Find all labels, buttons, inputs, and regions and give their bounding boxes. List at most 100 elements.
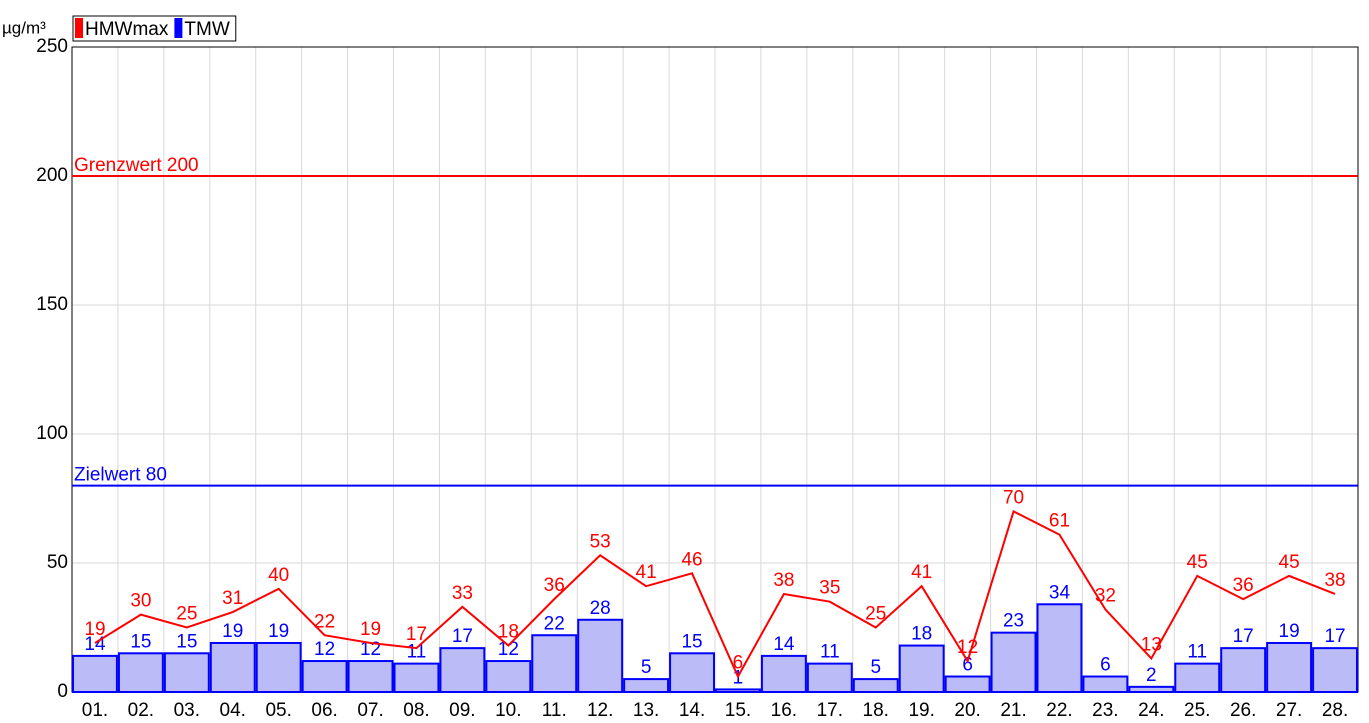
bar <box>1082 675 1129 694</box>
line-value-label: 33 <box>452 583 473 604</box>
line-value-label: 45 <box>1187 552 1208 573</box>
bar <box>1174 662 1221 693</box>
line-value-label: 31 <box>222 588 243 609</box>
plot-frame <box>71 46 1359 693</box>
line-value-label: 13 <box>1141 634 1162 655</box>
bar-value-label: 2 <box>1146 665 1157 686</box>
x-tick-label: 12. <box>587 700 613 721</box>
bar <box>898 644 945 693</box>
line-value-label: 46 <box>681 549 702 570</box>
x-tick-label: 08. <box>403 700 429 721</box>
bar <box>1266 641 1313 693</box>
bar-value-label: 18 <box>911 624 932 645</box>
bar-value-label: 23 <box>1003 611 1024 632</box>
bar <box>1312 647 1358 694</box>
bar <box>485 660 532 693</box>
bar-value-label: 17 <box>1233 626 1254 647</box>
x-tick-label: 01. <box>82 700 108 721</box>
x-tick-label: 20. <box>954 700 980 721</box>
line-value-label: 61 <box>1049 511 1070 532</box>
bar <box>72 654 118 694</box>
x-tick-label: 10. <box>495 700 521 721</box>
line-value-label: 38 <box>773 570 794 591</box>
line-value-label: 36 <box>1233 575 1254 596</box>
line-value-label: 12 <box>957 637 978 658</box>
x-tick-label: 09. <box>449 700 475 721</box>
x-tick-label: 14. <box>679 700 705 721</box>
legend-swatch <box>174 18 183 38</box>
line-value-label: 25 <box>865 604 886 625</box>
bar-value-label: 5 <box>870 657 881 678</box>
bar <box>163 652 210 693</box>
x-tick-label: 04. <box>220 700 246 721</box>
y-tick-label: 150 <box>36 294 68 315</box>
legend-frame <box>72 15 237 42</box>
bar <box>347 660 394 693</box>
bar-value-label: 6 <box>1100 655 1111 676</box>
bar-value-label: 5 <box>641 657 652 678</box>
line <box>94 509 1336 679</box>
line-value-label: 30 <box>130 591 151 612</box>
line-value-label: 36 <box>544 575 565 596</box>
bar-value-label: 12 <box>314 639 335 660</box>
y-tick-label: 250 <box>36 36 68 57</box>
x-tick-label: 24. <box>1138 700 1164 721</box>
y-tick-label: 200 <box>36 165 68 186</box>
reference-label: Grenzwert 200 <box>74 155 199 176</box>
bar-value-label: 34 <box>1049 582 1071 603</box>
x-tick-label: 06. <box>311 700 337 721</box>
bar <box>852 678 899 693</box>
x-tick-label: 27. <box>1276 700 1302 721</box>
bar-value-label: 17 <box>1324 626 1345 647</box>
x-tick-label: 25. <box>1184 700 1210 721</box>
bar-value-label: 15 <box>176 631 197 652</box>
x-tick-label: 13. <box>633 700 659 721</box>
y-tick-label: 0 <box>57 681 68 702</box>
line-value-label: 19 <box>84 619 105 640</box>
line-value-label: 35 <box>819 578 840 599</box>
bar <box>715 688 761 693</box>
bar-value-label: 22 <box>544 613 565 634</box>
line-value-label: 22 <box>314 611 335 632</box>
x-tick-label: 28. <box>1322 700 1348 721</box>
bar-value-label: 15 <box>681 631 702 652</box>
bar-value-label: 12 <box>498 639 519 660</box>
x-tick-label: 16. <box>771 700 797 721</box>
bar-value-label: 19 <box>268 621 289 642</box>
x-tick-label: 22. <box>1046 700 1072 721</box>
line-value-label: 41 <box>911 562 932 583</box>
bar <box>669 652 715 693</box>
bar-value-label: 11 <box>820 642 840 663</box>
bar <box>1036 603 1083 694</box>
x-tick-label: 21. <box>1000 700 1026 721</box>
line-value-label: 41 <box>636 562 657 583</box>
line-value-label: 17 <box>406 624 427 645</box>
y-tick-label: 100 <box>36 423 68 444</box>
line-value-label: 32 <box>1095 585 1116 606</box>
bar <box>393 662 440 693</box>
x-tick-label: 11. <box>542 700 567 721</box>
x-tick-label: 26. <box>1230 700 1256 721</box>
line-value-label: 19 <box>360 619 381 640</box>
legend-swatch <box>75 18 83 38</box>
bar <box>577 618 624 694</box>
bar-value-label: 19 <box>1279 621 1300 642</box>
bar <box>990 631 1037 693</box>
bar-value-label: 6 <box>962 655 973 676</box>
line-value-label: 6 <box>733 653 744 674</box>
bar <box>760 654 807 694</box>
reference-label: Zielwert 80 <box>74 465 167 486</box>
bar <box>117 652 164 693</box>
bar-value-label: 14 <box>773 634 795 655</box>
bar <box>623 678 670 693</box>
x-tick-label: 15. <box>725 700 751 721</box>
bar-value-label: 19 <box>222 621 243 642</box>
bar <box>209 641 256 693</box>
x-tick-label: 03. <box>174 700 200 721</box>
x-tick-label: 19. <box>908 700 934 721</box>
x-tick-label: 17. <box>817 700 843 721</box>
bar <box>531 634 578 693</box>
line-value-label: 70 <box>1003 487 1024 508</box>
